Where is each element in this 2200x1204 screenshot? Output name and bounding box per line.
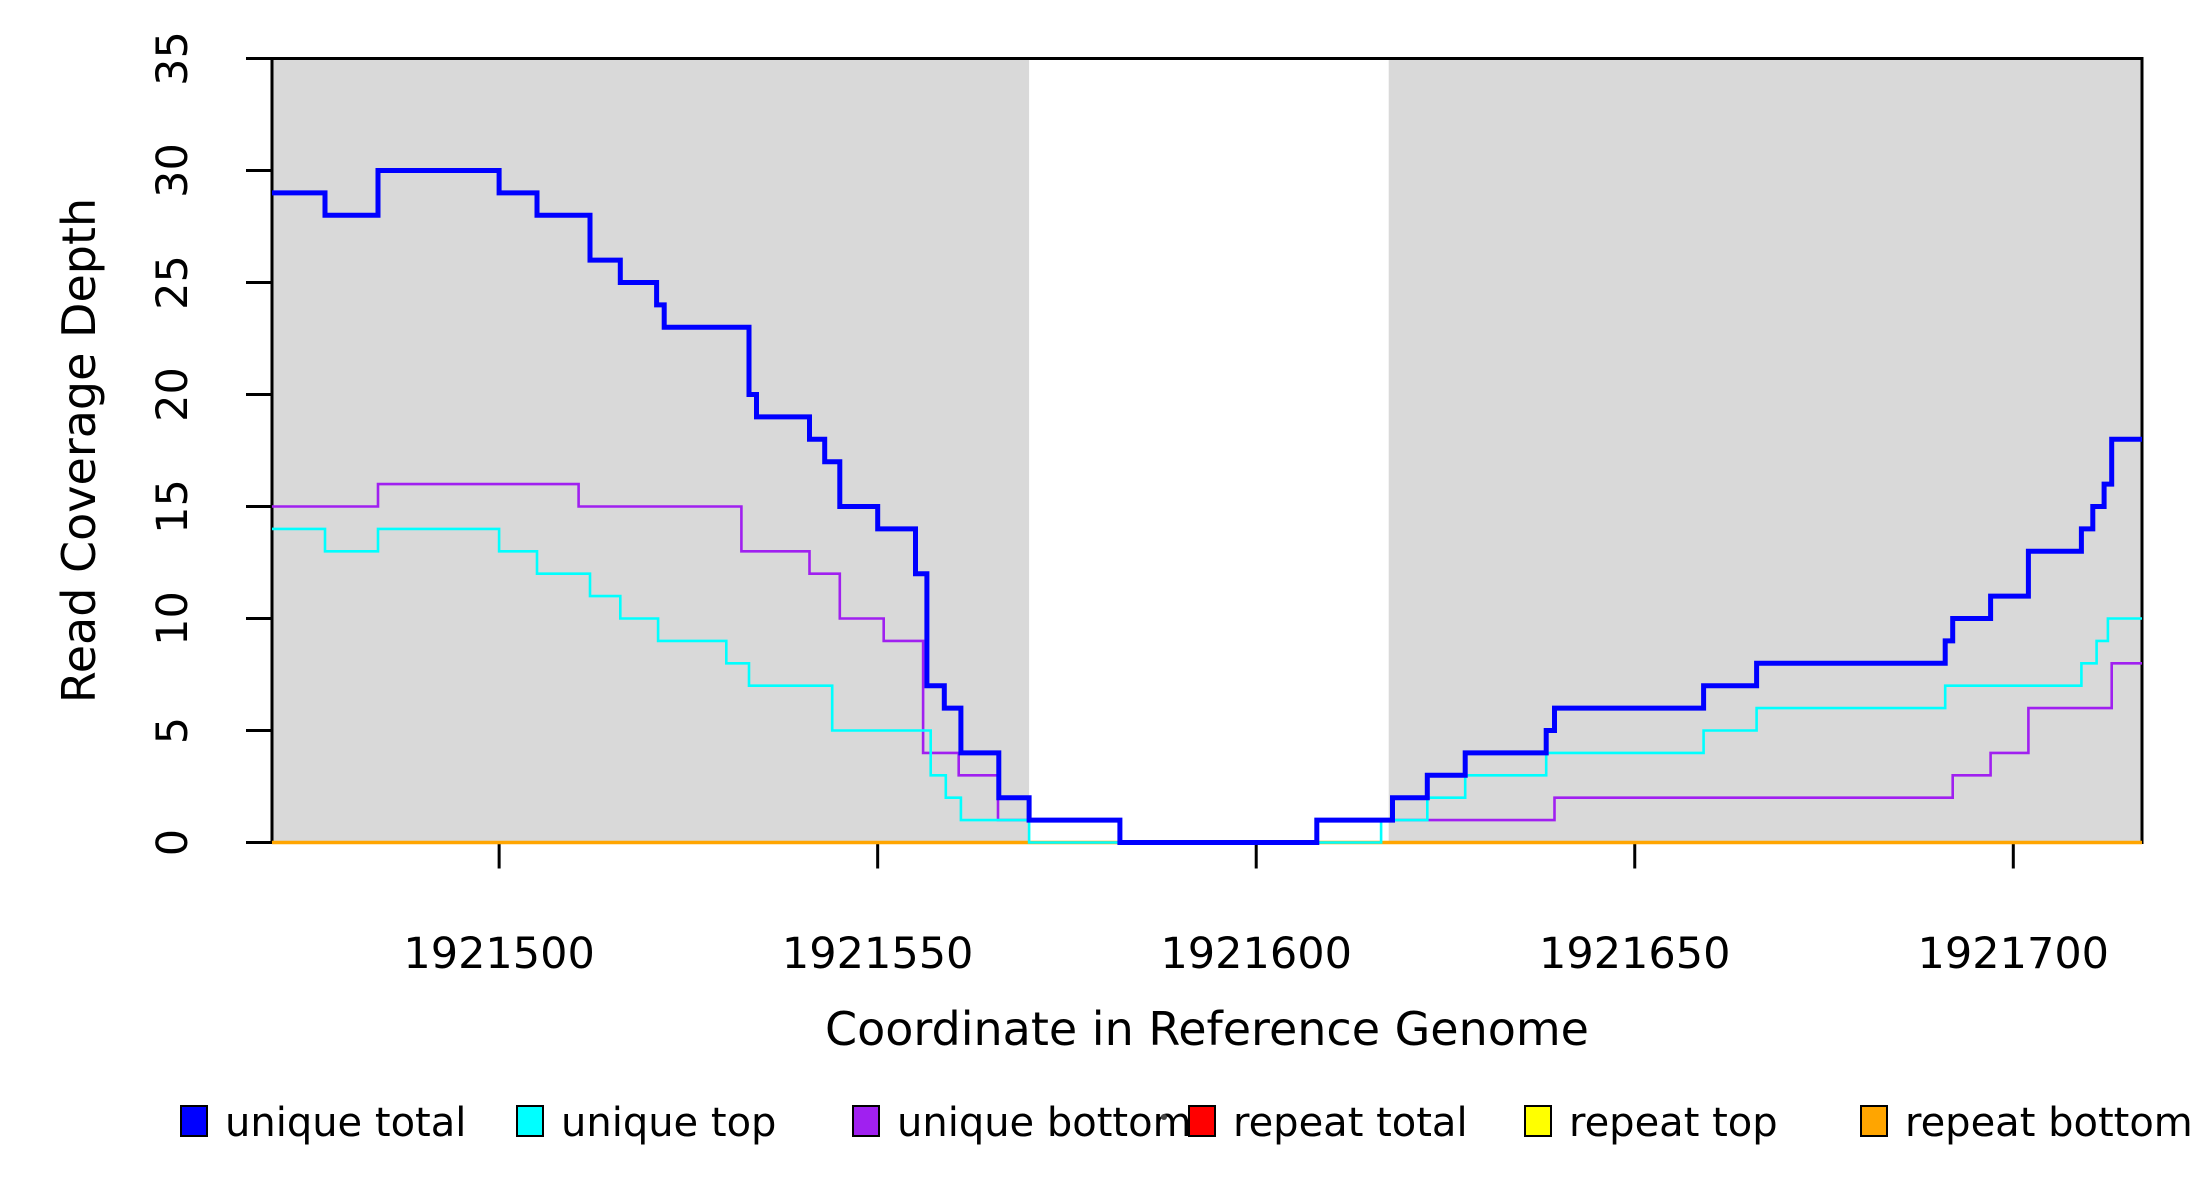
y-tick-label: 30 — [148, 143, 198, 198]
y-tick-label: 5 — [148, 717, 198, 744]
legend-label: unique total — [225, 1100, 466, 1146]
legend-label: repeat top — [1569, 1100, 1778, 1146]
legend-swatch-repeat-bottom-icon — [1860, 1105, 1888, 1137]
stray-dot — [1161, 1114, 1167, 1120]
shaded-region — [272, 58, 1030, 843]
y-tick-label: 15 — [148, 479, 198, 534]
y-tick-label: 20 — [148, 367, 198, 422]
x-axis-title: Coordinate in Reference Genome — [825, 1002, 1589, 1056]
series-line-unique-total — [272, 168, 2142, 845]
shaded-region — [1388, 58, 2142, 843]
x-tick-label: 1921600 — [1160, 929, 1352, 979]
y-tick-label: 10 — [148, 591, 198, 646]
series-lines — [272, 168, 2142, 845]
legend-label: repeat total — [1233, 1100, 1468, 1146]
y-axis-title: Read Coverage Depth — [52, 198, 106, 703]
legend-label: unique bottom — [897, 1100, 1192, 1146]
legend: unique total unique top unique bottom repea… — [180, 1100, 2193, 1146]
legend-label: repeat bottom — [1905, 1100, 2193, 1146]
x-tick-label: 1921700 — [1918, 929, 2110, 979]
shaded-regions — [272, 58, 2142, 843]
x-tick-label: 1921500 — [403, 929, 595, 979]
legend-swatch-repeat-top-icon — [1524, 1105, 1552, 1137]
legend-swatch-unique-total-icon — [180, 1105, 208, 1137]
legend-swatch-unique-bottom-icon — [852, 1105, 880, 1137]
x-tick-label: 1921650 — [1539, 929, 1731, 979]
y-tick-label: 35 — [148, 31, 198, 86]
series-line-unique-bottom — [272, 482, 2142, 844]
y-axis: 0 5 10 15 20 25 30 35 — [148, 31, 272, 856]
y-tick-label: 0 — [148, 829, 198, 856]
legend-label: unique top — [561, 1100, 776, 1146]
x-axis: 1921500 1921550 1921600 1921650 1921700 — [403, 842, 2110, 979]
legend-swatch-repeat-total-icon — [1188, 1105, 1216, 1137]
y-tick-label: 25 — [148, 255, 198, 310]
x-tick-label: 1921550 — [782, 929, 974, 979]
legend-swatch-unique-top-icon — [516, 1105, 544, 1137]
series-line-unique-top — [272, 527, 2142, 844]
